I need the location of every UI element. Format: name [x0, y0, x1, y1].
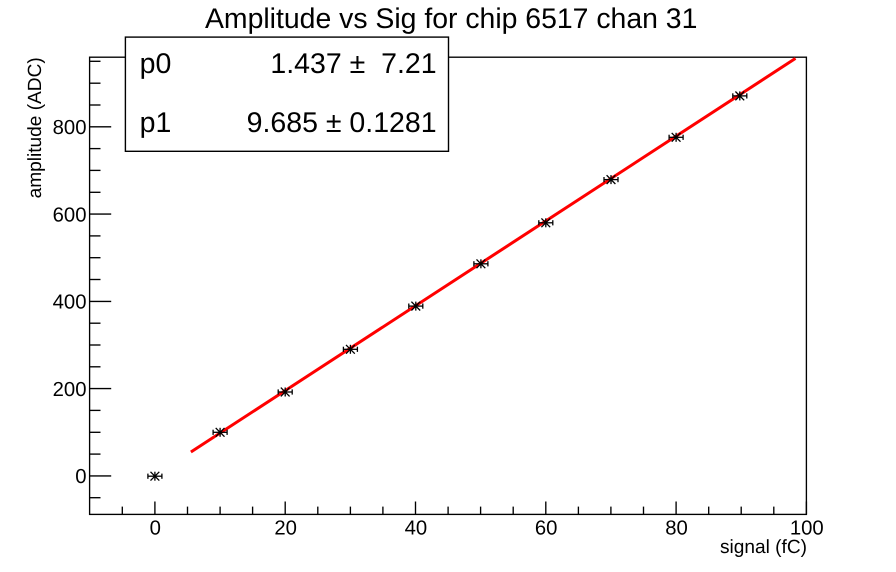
svg-text:signal (fC): signal (fC)	[720, 537, 807, 558]
svg-text:p0: p0	[140, 48, 172, 80]
svg-text:Amplitude vs Sig for chip 6517: Amplitude vs Sig for chip 6517 chan 31	[205, 3, 697, 35]
svg-text:100: 100	[790, 518, 824, 540]
svg-text:60: 60	[535, 518, 558, 540]
svg-text:800: 800	[53, 117, 87, 139]
svg-text:400: 400	[53, 292, 87, 314]
svg-text:amplitude (ADC): amplitude (ADC)	[25, 57, 46, 198]
svg-text:80: 80	[665, 518, 688, 540]
svg-text:20: 20	[274, 518, 297, 540]
svg-text:p1: p1	[140, 107, 172, 139]
svg-text:1.437 ± 7.21: 1.437 ± 7.21	[270, 48, 436, 80]
svg-text:9.685 ± 0.1281: 9.685 ± 0.1281	[247, 107, 437, 139]
svg-text:600: 600	[53, 204, 87, 226]
svg-text:0: 0	[150, 518, 161, 540]
svg-text:40: 40	[405, 518, 428, 540]
svg-text:0: 0	[75, 466, 86, 488]
svg-text:200: 200	[53, 379, 87, 401]
